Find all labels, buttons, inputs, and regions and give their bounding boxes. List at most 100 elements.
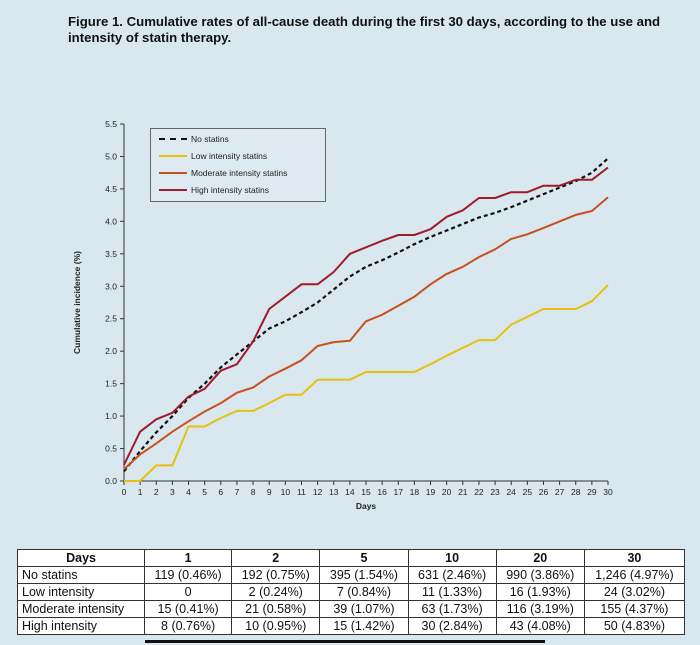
x-tick-label: 7: [235, 487, 240, 497]
table-cell: 15 (1.42%): [319, 617, 409, 635]
x-tick-label: 30: [603, 487, 613, 497]
deaths-table: Days 1 2 5 10 20 30 No statins 119 (0.46…: [16, 549, 686, 635]
chart-legend: No statins Low intensity statins Moderate …: [150, 128, 326, 202]
x-tick-label: 6: [218, 487, 223, 497]
table-header-cell: 5: [319, 549, 409, 567]
table-cell: 39 (1.07%): [319, 600, 409, 618]
legend-item: Moderate intensity statins: [159, 166, 287, 180]
table-cell: 7 (0.84%): [319, 583, 409, 601]
table-cell: 0: [144, 583, 233, 601]
x-tick-label: 1: [138, 487, 143, 497]
legend-item: No statins: [159, 132, 229, 146]
table-header-cell: 10: [407, 549, 497, 567]
table-row: Low intensity 0 2 (0.24%) 7 (0.84%) 11 (…: [16, 583, 686, 601]
table-cell: 43 (4.08%): [495, 617, 585, 635]
x-tick-label: 24: [506, 487, 516, 497]
legend-label: No statins: [191, 134, 229, 144]
table-cell: 1,246 (4.97%): [583, 566, 686, 584]
x-tick-label: 26: [539, 487, 549, 497]
table-row-label: No statins: [16, 566, 146, 584]
table-row-label: Low intensity: [16, 583, 146, 601]
legend-swatch: [159, 138, 187, 140]
legend-item: Low intensity statins: [159, 149, 267, 163]
x-tick-label: 14: [345, 487, 355, 497]
series-line-1: [123, 157, 609, 472]
table-cell: 30 (2.84%): [407, 617, 497, 635]
x-tick-label: 12: [313, 487, 323, 497]
table-cell: 16 (1.93%): [495, 583, 585, 601]
legend-label: Moderate intensity statins: [191, 168, 288, 178]
y-tick-label: 4.5: [105, 184, 117, 194]
legend-label: Low intensity statins: [191, 151, 268, 161]
y-tick-label: 5.0: [105, 151, 117, 161]
x-tick-label: 28: [571, 487, 581, 497]
y-tick-label: 1.0: [105, 411, 117, 421]
y-tick-label: 2.0: [105, 346, 117, 356]
y-tick-label: 3.5: [105, 249, 117, 259]
table-header-cell: 30: [583, 549, 686, 567]
table-cell: 192 (0.75%): [231, 566, 321, 584]
x-tick-label: 3: [170, 487, 175, 497]
x-tick-label: 8: [251, 487, 256, 497]
table-header-row: Days 1 2 5 10 20 30: [16, 549, 686, 567]
x-tick-label: 10: [281, 487, 291, 497]
table-row-label: High intensity: [16, 617, 146, 635]
table-header-cell: 1: [144, 549, 233, 567]
figure-title: Figure 1. Cumulative rates of all-cause …: [68, 14, 661, 45]
table-row: No statins 119 (0.46%) 192 (0.75%) 395 (…: [16, 566, 686, 584]
table-cell: 990 (3.86%): [495, 566, 585, 584]
series-line-2: [124, 284, 609, 482]
x-tick-label: 9: [267, 487, 272, 497]
y-axis-label: Cumulative incidence (%): [72, 251, 82, 354]
x-tick-label: 2: [154, 487, 159, 497]
table-cell: 15 (0.41%): [144, 600, 233, 618]
table-row-label: Moderate intensity: [16, 600, 146, 618]
table-cell: 21 (0.58%): [231, 600, 321, 618]
y-tick-label: 3.0: [105, 281, 117, 291]
line-chart: 0.00.51.01.52.02.53.03.54.04.55.05.50 1 2 3…: [72, 119, 613, 511]
table-cell: 63 (1.73%): [407, 600, 497, 618]
table-cell: 155 (4.37%): [583, 600, 686, 618]
legend-item: High intensity statins: [159, 183, 269, 197]
table-cell: 24 (3.02%): [583, 583, 686, 601]
x-tick-label: 0: [122, 487, 127, 497]
x-tick-label: 15: [361, 487, 371, 497]
table-cell: 2 (0.24%): [231, 583, 321, 601]
x-tick-label: 4: [186, 487, 191, 497]
table-header-cell: 20: [495, 549, 585, 567]
x-tick-label: 21: [458, 487, 468, 497]
series-line-4: [123, 166, 609, 466]
table-cell: 50 (4.83%): [583, 617, 686, 635]
x-tick-label: 27: [555, 487, 565, 497]
table-cell: 395 (1.54%): [319, 566, 409, 584]
y-tick-label: 4.0: [105, 216, 117, 226]
table-cell: 119 (0.46%): [144, 566, 233, 584]
y-tick-label: 5.5: [105, 119, 117, 129]
x-tick-label: 19: [426, 487, 436, 497]
legend-swatch: [159, 172, 187, 174]
x-tick-label: 20: [442, 487, 452, 497]
x-tick-label: 22: [474, 487, 484, 497]
x-tick-label: 13: [329, 487, 339, 497]
x-axis-label: Days: [356, 501, 377, 511]
y-tick-label: 2.5: [105, 314, 117, 324]
x-tick-label: 23: [490, 487, 500, 497]
bottom-rule: [145, 640, 545, 643]
series-line-3: [123, 196, 609, 471]
table-header-cell: 2: [231, 549, 321, 567]
x-tick-label: 17: [394, 487, 404, 497]
table-cell: 631 (2.46%): [407, 566, 497, 584]
table-cell: 116 (3.19%): [495, 600, 585, 618]
x-tick-label: 5: [202, 487, 207, 497]
y-tick-label: 1.5: [105, 379, 117, 389]
x-tick-label: 16: [377, 487, 387, 497]
y-tick-label: 0.0: [105, 476, 117, 486]
table-row: Moderate intensity 15 (0.41%) 21 (0.58%)…: [16, 600, 686, 618]
table-header-cell: Days: [16, 549, 146, 567]
table-row: High intensity 8 (0.76%) 10 (0.95%) 15 (…: [16, 617, 686, 635]
legend-swatch: [159, 155, 187, 157]
legend-label: High intensity statins: [191, 185, 269, 195]
x-tick-label: 25: [523, 487, 533, 497]
x-tick-label: 18: [410, 487, 420, 497]
table-cell: 8 (0.76%): [144, 617, 233, 635]
